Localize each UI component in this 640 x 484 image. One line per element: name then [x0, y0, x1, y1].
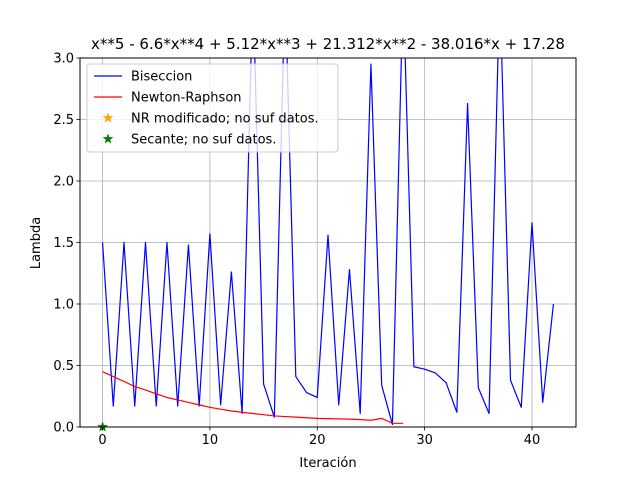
- legend-label-4: Secante; no suf datos.: [131, 133, 276, 148]
- y-tick-label: 3.0: [53, 52, 74, 67]
- series-line-1: [101, 58, 555, 426]
- y-tick-label: 2.5: [53, 113, 74, 128]
- chart-title: x**5 - 6.6*x**4 + 5.12*x**3 + 21.312*x**…: [91, 35, 565, 53]
- legend-box: [86, 63, 339, 153]
- legend-label-1: Biseccion: [131, 70, 192, 85]
- series-layer: [101, 58, 555, 426]
- x-tick-label: 40: [524, 433, 541, 448]
- x-tick-label: 10: [202, 433, 219, 448]
- y-tick-label: 0.0: [53, 421, 74, 436]
- tick-layer: 0 10 20 30 40 0.0 0.5 1.0 1.5 2.0 2.5 3.0: [53, 52, 540, 449]
- y-axis-label: Lambda: [29, 217, 44, 269]
- x-tick-label: 20: [309, 433, 326, 448]
- y-tick-label: 1.0: [53, 298, 74, 313]
- x-tick-label: 30: [416, 433, 433, 448]
- series-line-2: [102, 371, 404, 424]
- x-tick-label: 0: [98, 433, 106, 448]
- y-tick-label: 0.5: [53, 359, 74, 374]
- y-tick-label: 2.0: [53, 175, 74, 190]
- legend-swatch-4: [102, 133, 114, 144]
- legend-label-2: Newton-Raphson: [131, 91, 242, 106]
- legend-swatch-3: [102, 112, 114, 123]
- x-axis-label: Iteración: [299, 456, 356, 471]
- y-tick-label: 1.5: [53, 236, 74, 251]
- legend-label-3: NR modificado; no suf datos.: [131, 112, 319, 127]
- legend: Biseccion Newton-Raphson NR modificado; no…: [86, 63, 339, 153]
